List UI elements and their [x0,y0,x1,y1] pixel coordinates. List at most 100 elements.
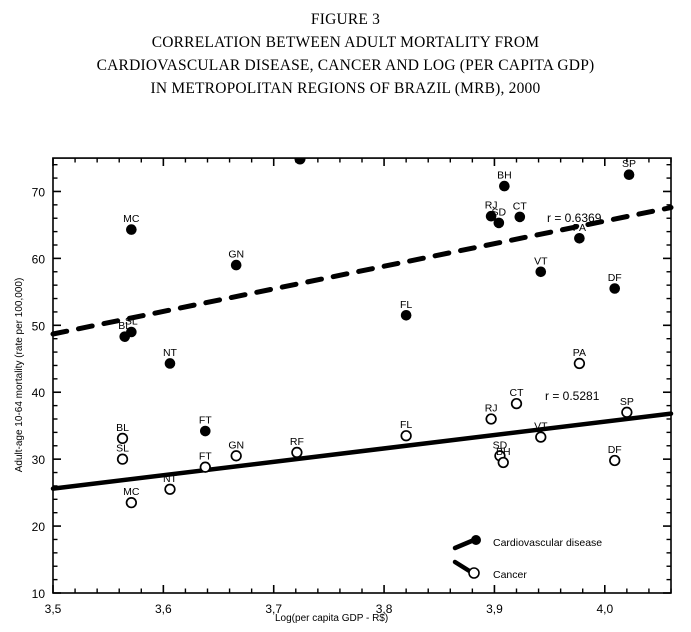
filled-circle-marker [485,210,497,222]
filled-circle-marker [623,169,635,181]
x-axis-tick-labels: 3,5 3,6 3,7 3,8 3,9 4,0 [45,602,614,616]
data-point-label: MC [123,213,140,225]
data-point-label: FL [400,299,412,311]
legend-marker-line-cancer [452,559,474,575]
data-point: RF [290,436,304,459]
data-point: FT [199,451,212,473]
data-point-label: CT [513,200,528,212]
data-point: FT [199,415,212,437]
data-point-label: VT [534,255,548,267]
legend-item-cardiovascular-disease: Cardiovascular disease [452,535,602,551]
open-circle-marker [535,431,547,443]
data-point: SL [125,316,138,338]
data-point: BL [116,422,129,445]
series-cardiovascular-disease: MC BL SL NT GN FT FL BH RJ CT SD VT PA DF SP [118,158,636,437]
data-point: FL [400,419,412,442]
filled-circle-icon [471,535,481,545]
open-circle-marker [164,483,176,495]
open-circle-marker [485,413,497,425]
x-axis-tick-label: 3,8 [376,602,393,616]
filled-circle-marker [574,233,585,244]
filled-circle-marker [514,211,526,223]
data-point: MC [123,213,140,235]
open-circle-marker [609,454,621,467]
figure-title-line-2: CORRELATION BETWEEN ADULT MORTALITY FROM [151,34,540,51]
data-point-label: FT [199,451,212,463]
data-point-label: PA [573,222,586,234]
legend-marker-line-cardiovascular [452,537,477,551]
data-point: BH [497,170,512,192]
data-point-label: PA [573,347,586,359]
data-point: SD [492,206,507,229]
open-circle-marker [125,497,138,509]
data-point-label: NT [163,347,178,359]
y-axis-major-ticks [53,190,671,594]
data-point: RJ [485,200,498,222]
trendlines [50,205,674,491]
top-clip-mask [53,130,671,158]
filled-circle-marker [164,358,176,369]
legend-label-cancer: Cancer [493,569,527,581]
open-circle-marker [230,450,242,462]
correlation-annotation-cancer: r = 0.5281 [545,389,600,403]
data-point-label: BH [497,170,512,182]
figure-title-line-1: FIGURE 3 [310,11,381,28]
filled-circle-marker [126,224,137,235]
data-point-label: FT [199,415,212,427]
data-point-label: SP [622,158,636,170]
trendline-cardiovascular [50,205,674,337]
data-point: FL [400,299,412,321]
data-point-label: GN [228,249,244,261]
data-point-label: SP [620,396,634,408]
data-point: MC [123,486,140,509]
open-circle-marker [510,397,523,410]
data-point: GN [228,249,244,271]
data-point: SL [116,443,129,465]
y-axis-tick-label: 50 [32,319,46,333]
open-circle-marker [199,461,211,473]
data-point: CT [513,200,528,223]
data-point: NT [163,347,178,369]
filled-circle-marker [400,309,412,321]
x-axis-tick-label: 3,7 [265,602,282,616]
correlation-annotation-cardiovascular: r = 0.6369 [547,211,602,225]
filled-circle-marker [199,425,211,437]
trendline-cancer [50,411,674,491]
data-point-label: RJ [485,403,498,415]
open-circle-marker [621,406,633,418]
legend-item-cancer: Cancer [452,559,527,581]
data-point: PA [573,347,586,370]
data-point: VT [534,421,548,443]
filled-circle-marker [493,217,505,229]
x-axis-title: Log(per capita GDP - R$) [275,613,388,624]
data-point-label: GN [228,439,244,451]
filled-circle-marker [230,259,242,271]
legend: Cardiovascular disease Cancer [452,535,602,581]
x-axis-tick-label: 4,0 [596,602,613,616]
y-axis-tick-label: 10 [32,587,46,601]
open-circle-marker [573,357,586,370]
y-axis-title: Adult-age 10-64 mortality (rate per 100,… [14,278,25,473]
data-point: GN [228,439,244,462]
x-axis-major-ticks [52,158,606,593]
figure-title: FIGURE 3 CORRELATION BETWEEN ADULT MORTA… [0,8,691,100]
y-axis-tick-label: 70 [32,185,46,199]
open-circle-marker [116,432,129,445]
data-point-label: CT [510,387,525,399]
y-axis-tick-label: 30 [32,453,46,467]
data-point-label: VT [534,421,548,433]
data-point-label: MC [123,486,140,498]
y-axis-tick-label: 40 [32,386,46,400]
data-point-label: SL [125,316,138,328]
data-point: CT [510,387,525,410]
y-axis-minor-ticks [53,163,671,581]
x-axis-tick-label: 3,5 [45,602,62,616]
data-point-label: BL [116,422,129,434]
data-point-label: SL [116,443,129,455]
y-axis-tick-label: 20 [32,520,46,534]
x-axis-tick-label: 3,9 [486,602,503,616]
data-point-label: DF [608,272,622,284]
filled-circle-marker [499,180,510,192]
